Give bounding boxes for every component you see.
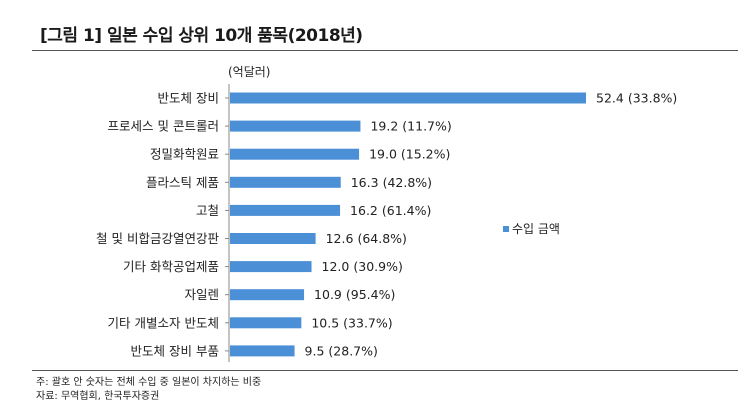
bar bbox=[230, 233, 316, 244]
bar bbox=[230, 120, 361, 132]
bar bbox=[230, 148, 360, 160]
value-label: 16.2 (61.4%) bbox=[350, 203, 431, 218]
category-label: 기타 화학공업제품 bbox=[123, 259, 219, 274]
value-label: 10.9 (95.4%) bbox=[314, 287, 395, 302]
category-label: 고철 bbox=[196, 203, 219, 218]
value-label: 19.0 (15.2%) bbox=[369, 147, 450, 162]
value-label: 52.4 (33.8%) bbox=[596, 91, 677, 106]
value-label: 19.2 (11.7%) bbox=[370, 119, 451, 134]
share-percent: (33.7%) bbox=[343, 315, 392, 330]
value-number: 9.5 bbox=[305, 343, 325, 358]
legend: 수입 금액 bbox=[503, 222, 560, 236]
legend-swatch bbox=[503, 226, 509, 232]
value-label: 12.6 (64.8%) bbox=[326, 231, 407, 246]
share-percent: (11.7%) bbox=[402, 119, 451, 134]
value-label: 12.0 (30.9%) bbox=[322, 259, 403, 274]
bar bbox=[230, 345, 295, 357]
value-number: 19.2 bbox=[370, 119, 398, 134]
share-percent: (15.2%) bbox=[401, 147, 450, 162]
category-label: 정밀화학원료 bbox=[150, 147, 219, 162]
value-label: 16.3 (42.8%) bbox=[351, 175, 432, 190]
title-divider bbox=[32, 50, 738, 51]
value-number: 16.2 bbox=[350, 203, 378, 218]
footer-divider bbox=[32, 370, 738, 371]
share-percent: (30.9%) bbox=[353, 259, 402, 274]
category-label: 기타 개별소자 반도체 bbox=[108, 315, 219, 330]
category-label: 철 및 비합금강열연강판 bbox=[96, 231, 219, 246]
share-percent: (95.4%) bbox=[346, 287, 395, 302]
value-number: 10.9 bbox=[314, 287, 342, 302]
share-percent: (64.8%) bbox=[357, 231, 406, 246]
bar bbox=[230, 204, 341, 216]
category-label: 반도체 장비 부품 bbox=[131, 343, 219, 358]
value-label: 10.5 (33.7%) bbox=[311, 315, 392, 330]
bar bbox=[230, 317, 302, 329]
page-title: [그림 1] 일본 수입 상위 10개 품목(2018년) bbox=[40, 26, 363, 46]
value-number: 12.6 bbox=[326, 231, 354, 246]
value-number: 19.0 bbox=[369, 147, 397, 162]
share-percent: (42.8%) bbox=[383, 175, 432, 190]
value-number: 52.4 bbox=[596, 91, 624, 106]
value-label: 9.5 (28.7%) bbox=[305, 343, 378, 358]
category-label: 플라스틱 제품 bbox=[146, 175, 219, 190]
share-percent: (28.7%) bbox=[328, 343, 377, 358]
bar bbox=[230, 92, 586, 104]
footnote-source: 자료: 무역협회, 한국투자증권 bbox=[36, 391, 160, 402]
bar bbox=[230, 176, 341, 188]
share-percent: (33.8%) bbox=[628, 91, 677, 106]
category-label: 프로세스 및 콘트롤러 bbox=[108, 119, 219, 134]
unit-label: (억달러) bbox=[228, 65, 270, 79]
share-percent: (61.4%) bbox=[382, 203, 431, 218]
category-label: 반도체 장비 bbox=[158, 91, 219, 106]
value-number: 10.5 bbox=[311, 315, 339, 330]
footnote-note: 주: 괄호 안 숫자는 전체 수입 중 일본이 차지하는 비중 bbox=[36, 377, 262, 388]
value-number: 16.3 bbox=[351, 175, 379, 190]
value-number: 12.0 bbox=[322, 259, 350, 274]
category-label: 자일렌 bbox=[184, 287, 219, 302]
bar bbox=[230, 261, 312, 273]
bar bbox=[230, 289, 305, 301]
legend-label: 수입 금액 bbox=[512, 222, 560, 236]
